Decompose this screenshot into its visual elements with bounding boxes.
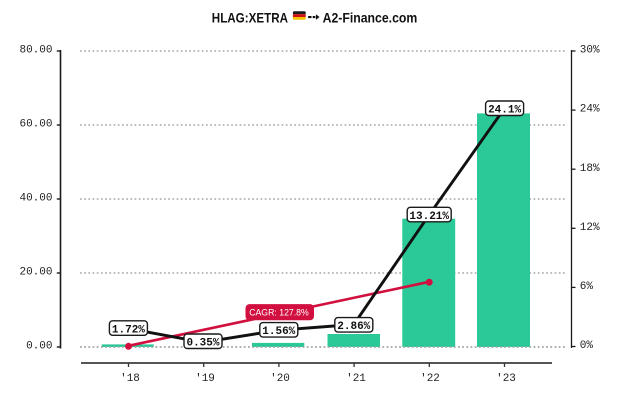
svg-text:'22: '22 xyxy=(420,373,440,385)
svg-text:'19: '19 xyxy=(195,373,215,385)
svg-text:0%: 0% xyxy=(580,340,594,352)
svg-text:24.1%: 24.1% xyxy=(488,105,521,117)
svg-text:30%: 30% xyxy=(580,45,600,57)
svg-text:13.21%: 13.21% xyxy=(409,211,449,223)
svg-text:0.35%: 0.35% xyxy=(186,338,219,350)
svg-text:'23: '23 xyxy=(496,373,516,385)
svg-text:1.56%: 1.56% xyxy=(262,326,295,338)
svg-text:'18: '18 xyxy=(120,373,140,385)
svg-text:A2-Finance.com: A2-Finance.com xyxy=(323,9,418,25)
svg-text:6%: 6% xyxy=(580,281,594,293)
svg-text:1.72%: 1.72% xyxy=(112,324,145,336)
svg-text:24%: 24% xyxy=(580,104,600,116)
svg-text:HLAG:XETRA: HLAG:XETRA xyxy=(212,9,288,25)
svg-text:18%: 18% xyxy=(580,163,600,175)
svg-text:60.00: 60.00 xyxy=(19,119,52,131)
svg-text:12%: 12% xyxy=(580,222,600,234)
svg-text:40.00: 40.00 xyxy=(19,193,52,205)
svg-text:'21: '21 xyxy=(346,373,366,385)
svg-text:2.86%: 2.86% xyxy=(337,321,370,333)
svg-text:CAGR: 127.8%: CAGR: 127.8% xyxy=(249,307,309,317)
svg-text:80.00: 80.00 xyxy=(19,45,52,57)
svg-text:0.00: 0.00 xyxy=(26,341,52,353)
svg-text:'20: '20 xyxy=(270,373,290,385)
svg-text:20.00: 20.00 xyxy=(19,267,52,279)
